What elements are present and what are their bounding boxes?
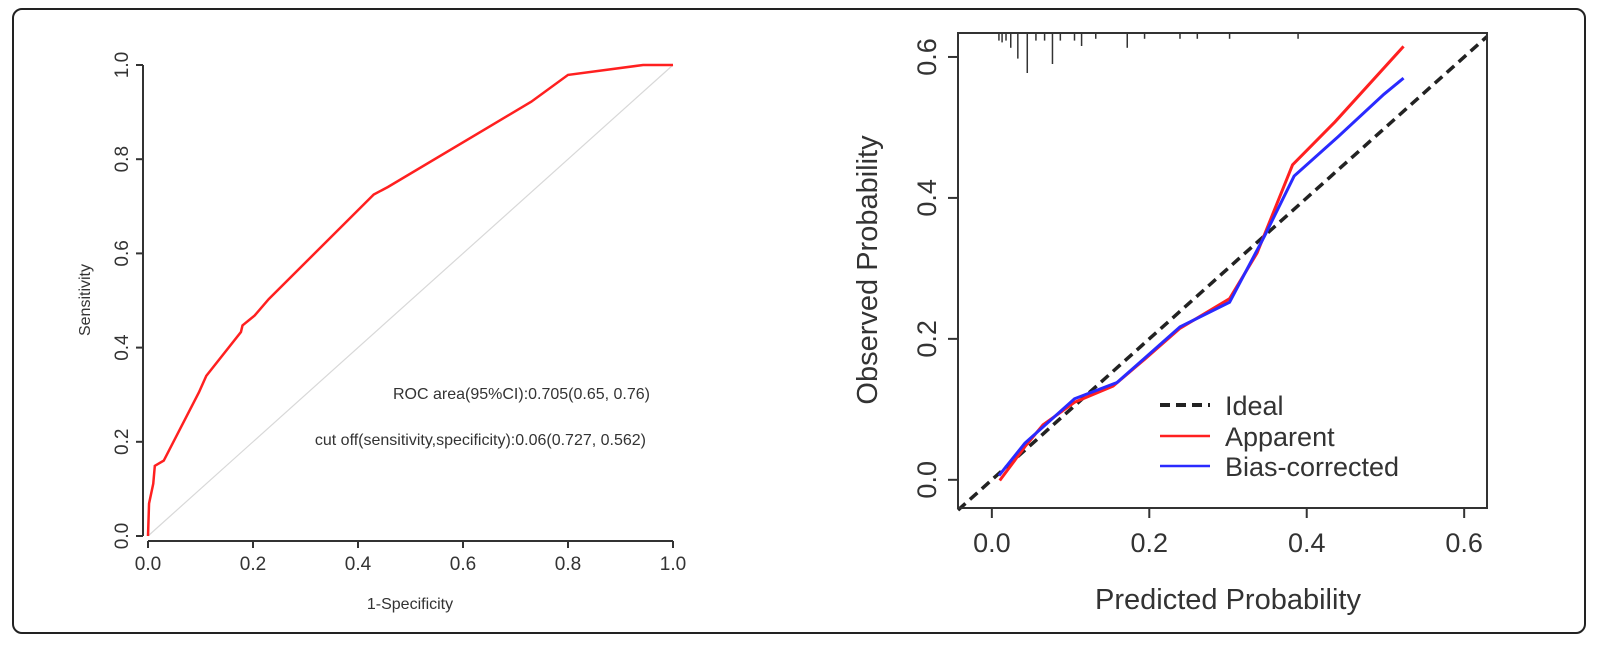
cal-legend: Ideal Apparent Bias-corrected	[1160, 391, 1399, 482]
cal-y-tick-label: 0.0	[912, 461, 942, 499]
roc-x-tick-label: 1.0	[660, 554, 686, 575]
roc-annotation-cutoff: cut off(sensitivity,specificity):0.06(0.…	[315, 432, 646, 449]
legend-label-ideal: Ideal	[1225, 391, 1284, 421]
roc-x-tick-label: 0.6	[450, 554, 476, 575]
cal-y-tick-label: 0.6	[912, 38, 942, 76]
legend-label-apparent: Apparent	[1225, 422, 1335, 452]
roc-x-tick-label: 0.8	[555, 554, 581, 575]
roc-annotation-auc: ROC area(95%CI):0.705(0.65, 0.76)	[393, 386, 650, 403]
roc-y-tick-label: 0.2	[112, 429, 133, 455]
figure-frame	[12, 8, 1586, 634]
roc-y-tick-label: 0.0	[112, 523, 133, 549]
roc-y-tick-label: 0.6	[112, 240, 133, 266]
roc-ylabel: Sensitivity	[77, 264, 94, 336]
roc-y-tick-label: 1.0	[112, 52, 133, 78]
roc-y-tick-label: 0.8	[112, 146, 133, 172]
cal-series-bias-corrected	[997, 76, 1405, 477]
roc-chart: 0.0 0.2 0.4 0.6 0.8 1.0 0.0 0.2 0.4 0.6 0.8 1.0 ROC…	[77, 52, 686, 613]
cal-x-tick-label: 0.6	[1445, 528, 1483, 558]
roc-xlabel: 1-Specificity	[367, 596, 453, 613]
cal-xlabel: Predicted Probability	[1095, 584, 1361, 616]
cal-y-tick-label: 0.4	[912, 179, 942, 217]
roc-x-tick-label: 0.0	[135, 554, 161, 575]
roc-series-roc	[146, 63, 673, 537]
roc-x-tick-label: 0.2	[240, 554, 266, 575]
roc-series-reference	[147, 64, 674, 537]
cal-y-tick-label: 0.2	[912, 320, 942, 358]
cal-ylabel: Observed Probability	[852, 135, 884, 405]
cal-series-apparent	[998, 45, 1405, 482]
cal-series-ideal	[956, 35, 1489, 512]
roc-y-tick-label: 0.4	[112, 334, 133, 361]
cal-x-tick-label: 0.0	[973, 528, 1011, 558]
cal-plot-box	[957, 32, 1488, 509]
roc-x-tick-label: 0.4	[345, 554, 372, 575]
cal-x-tick-label: 0.4	[1288, 528, 1326, 558]
cal-x-tick-label: 0.2	[1131, 528, 1169, 558]
legend-label-bias-corrected: Bias-corrected	[1225, 452, 1399, 482]
